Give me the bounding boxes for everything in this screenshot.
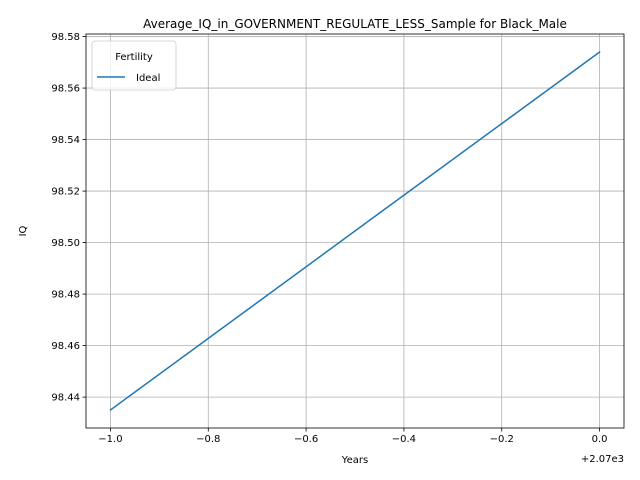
y-tick-label: 98.48 — [51, 290, 80, 301]
y-tick-label: 98.58 — [51, 32, 80, 43]
x-tick-label: −0.2 — [490, 434, 514, 445]
y-tick-label: 98.50 — [51, 238, 80, 249]
chart-title: Average_IQ_in_GOVERNMENT_REGULATE_LESS_S… — [143, 17, 567, 31]
axes-frame — [85, 33, 625, 429]
plot-lines — [109, 50, 601, 412]
x-tick-label: 0.0 — [592, 434, 608, 445]
x-tick-label: −0.4 — [392, 434, 416, 445]
legend: Fertility Ideal — [91, 40, 177, 91]
y-tick-label: 98.44 — [51, 393, 80, 404]
legend-label-ideal: Ideal — [136, 73, 160, 84]
y-tick-label: 98.46 — [51, 341, 80, 352]
x-axis-label: Years — [341, 455, 368, 466]
x-tick-label: −1.0 — [98, 434, 122, 445]
series-line-ideal — [109, 50, 601, 412]
x-tick-label: −0.6 — [294, 434, 318, 445]
y-tick-label: 98.56 — [51, 84, 80, 95]
y-axis-ticks: 98.44 98.46 98.48 98.50 98.52 98.54 98.56 98.58 — [51, 32, 86, 404]
grid — [86, 34, 624, 428]
y-tick-label: 98.52 — [51, 187, 80, 198]
x-axis-ticks: −1.0 −0.8 −0.6 −0.4 −0.2 0.0 — [98, 428, 607, 445]
legend-title: Fertility — [115, 52, 153, 63]
y-axis-label: IQ — [18, 225, 29, 236]
x-tick-label: −0.8 — [196, 434, 220, 445]
legend-box — [91, 40, 177, 91]
x-offset-label: +2.07e3 — [581, 454, 624, 465]
y-tick-label: 98.54 — [51, 135, 80, 146]
